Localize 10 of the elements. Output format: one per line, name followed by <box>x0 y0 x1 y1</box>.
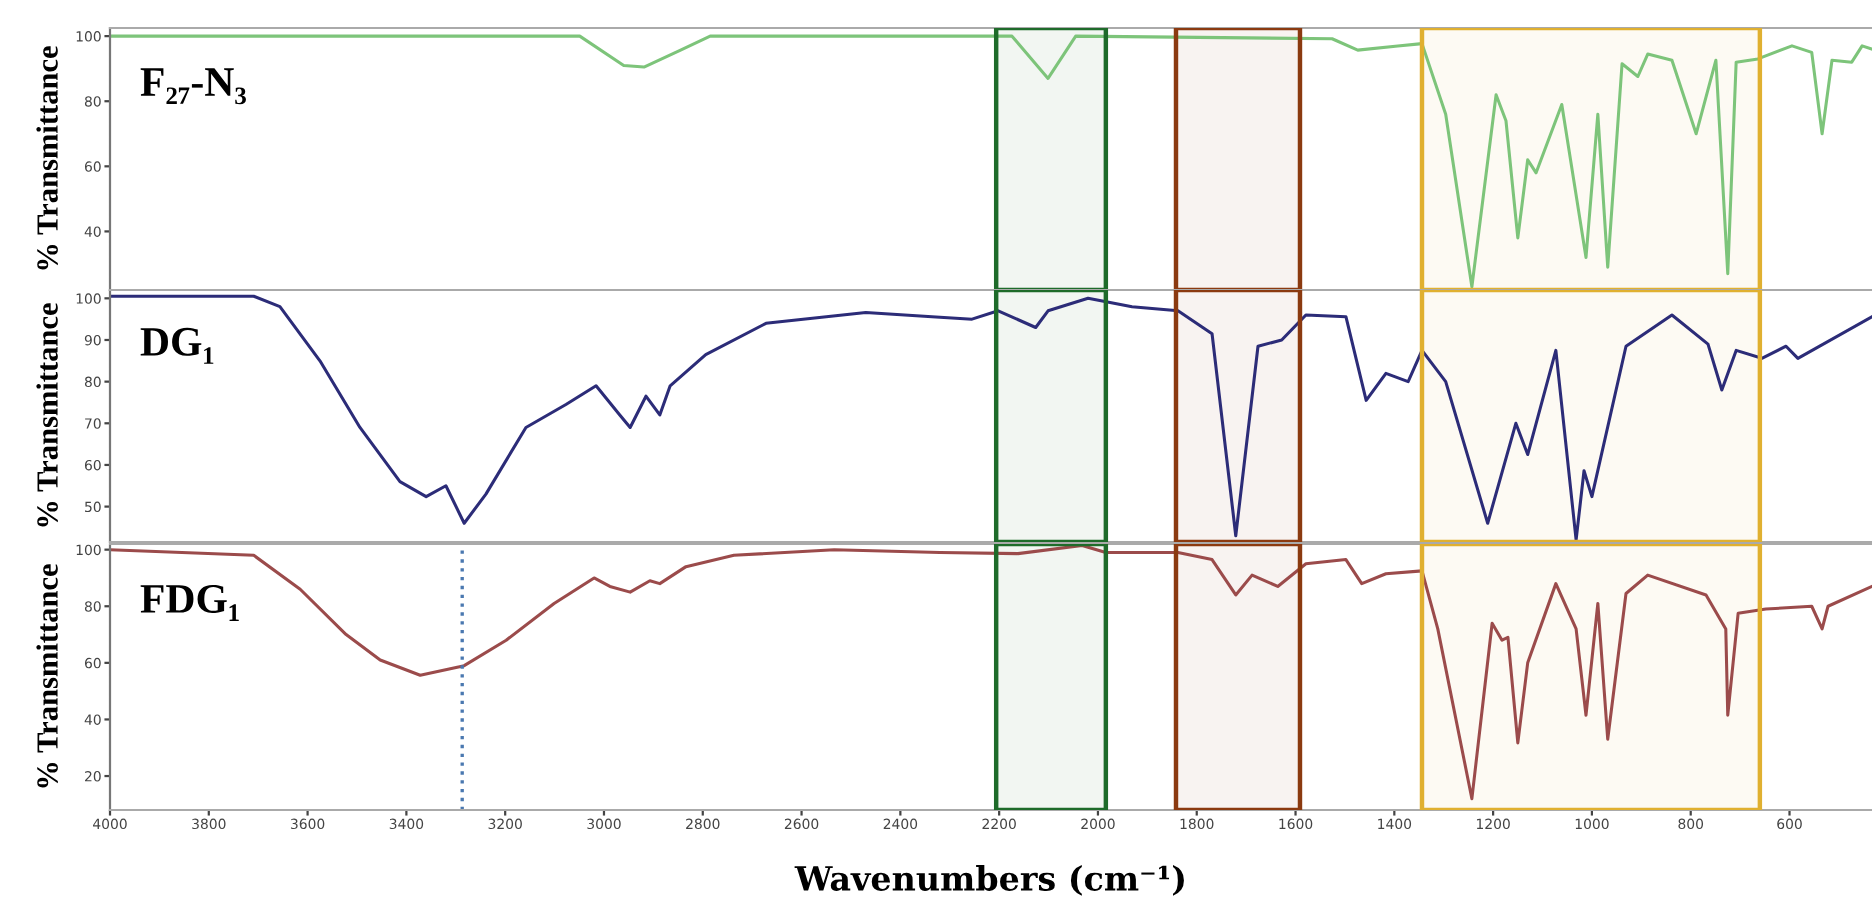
text: DG₁ <box>140 327 214 364</box>
text: FDG₁ <box>140 584 239 621</box>
line-series <box>110 294 1872 542</box>
y-axis-title: % Transmittance <box>36 46 58 270</box>
line-series <box>110 544 1872 801</box>
line-series <box>110 34 1872 289</box>
y-axis-title: % Transmittance <box>36 303 58 527</box>
x-axis-title: Wavenumbers (cm⁻¹) <box>794 865 1184 896</box>
text: F₂₇-N₃ <box>140 68 246 105</box>
y-axis-title: % Transmittance <box>36 564 58 788</box>
